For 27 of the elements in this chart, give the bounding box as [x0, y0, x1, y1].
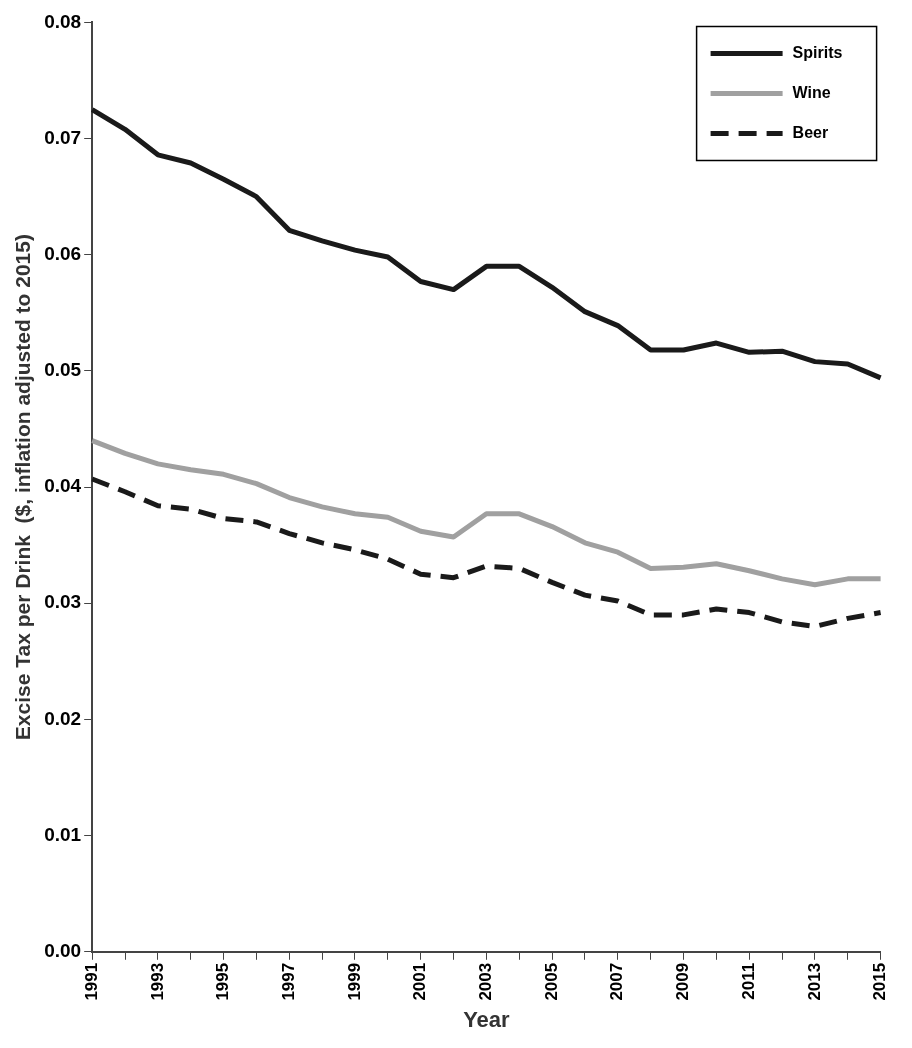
legend-label: Spirits [792, 43, 843, 61]
x-tick-label: 2003 [476, 962, 496, 1001]
y-tick-label: 0.00 [44, 940, 82, 962]
x-tick-label: 1991 [81, 962, 101, 1001]
x-tick-label: 2009 [673, 962, 693, 1001]
y-tick-label: 0.08 [44, 10, 82, 32]
y-tick-label: 0.03 [44, 591, 82, 613]
x-tick-label: 1993 [147, 962, 167, 1001]
y-tick-label: 0.06 [44, 242, 82, 264]
y-tick-label: 0.07 [44, 126, 82, 148]
x-tick-label: 2001 [410, 962, 430, 1001]
x-axis-title: Year [463, 1006, 511, 1032]
x-tick-label: 2007 [607, 962, 627, 1001]
y-tick-label: 0.02 [44, 707, 82, 729]
x-tick-label: 2005 [541, 962, 561, 1001]
x-tick-label: 1997 [278, 962, 298, 1001]
y-tick-label: 0.04 [44, 475, 82, 497]
y-axis-title: Excise Tax per Drink ($, inflation adjusted to 2015) [11, 234, 35, 741]
legend-label: Beer [792, 123, 829, 141]
y-tick-label: 0.01 [44, 823, 82, 845]
x-tick-label: 1999 [344, 962, 364, 1001]
legend-label: Wine [792, 83, 831, 101]
x-tick-label: 2011 [738, 962, 758, 1000]
x-tick-label: 1995 [213, 962, 233, 1001]
x-tick-label: 2015 [870, 962, 890, 1001]
x-tick-label: 2013 [804, 962, 824, 1001]
y-tick-label: 0.05 [44, 359, 82, 381]
